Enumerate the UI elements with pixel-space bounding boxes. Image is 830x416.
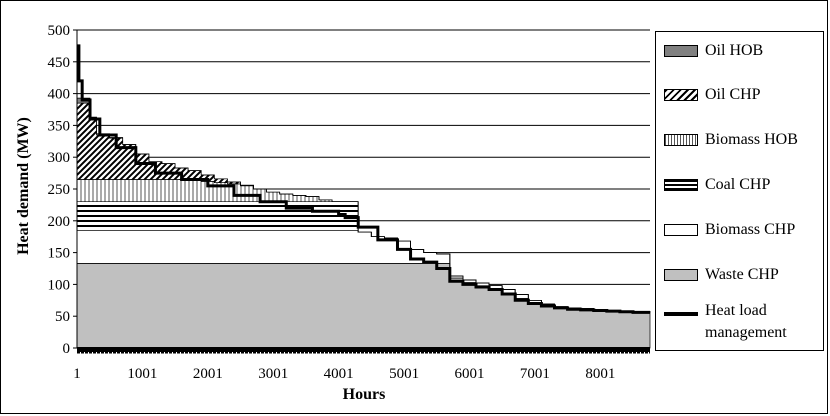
x-tick-label: 5001: [389, 366, 419, 382]
legend-swatch: [664, 134, 698, 146]
y-tick-labels: 0 50 100 150 200 250 300 350 400 450 500: [48, 23, 71, 357]
legend-item: Oil CHP: [656, 80, 825, 112]
legend: Oil HOB Oil CHP Biomass HOB Coal CHP Biomass…: [655, 31, 824, 351]
legend-label: Coal CHP: [705, 176, 771, 193]
x-tick-label: 7001: [520, 366, 550, 382]
x-tick-label: 4001: [324, 366, 354, 382]
legend-swatch: [664, 89, 698, 101]
heat-load-management-line: [77, 44, 650, 314]
legend-line-swatch: [664, 312, 698, 316]
x-tick-label: 3001: [258, 366, 288, 382]
legend-item: Waste CHP: [656, 260, 825, 292]
y-tick-label: 200: [48, 214, 71, 230]
legend-item: Biomass HOB: [656, 125, 825, 157]
legend-item: Biomass CHP: [656, 215, 825, 247]
legend-swatch: [664, 269, 698, 281]
axes: [73, 29, 650, 354]
legend-item: Heat load management: [656, 302, 825, 341]
y-tick-label: 150: [48, 246, 71, 262]
legend-label: Biomass HOB: [705, 131, 798, 148]
y-tick-label: 50: [55, 309, 70, 325]
legend-item: Oil HOB: [656, 36, 825, 68]
x-tick-label: 6001: [455, 366, 485, 382]
y-tick-label: 0: [63, 341, 71, 357]
stacked-areas: [76, 97, 651, 349]
legend-item: Coal CHP: [656, 170, 825, 202]
legend-swatch: [664, 179, 698, 191]
legend-swatch: [664, 45, 698, 57]
x-tick-labels: 1 1001 2001 3001 4001 5001 6001 7001 8001: [73, 366, 615, 382]
y-tick-label: 250: [48, 182, 71, 198]
x-tick-label: 1001: [127, 366, 157, 382]
heat-load-line: [77, 44, 650, 314]
x-axis-bar: [77, 347, 650, 352]
x-tick-label: 1: [73, 366, 81, 382]
legend-label: Heat load management: [705, 302, 787, 341]
y-tick-label: 100: [48, 277, 71, 293]
y-tick-label: 500: [48, 23, 71, 39]
legend-label: Biomass CHP: [705, 221, 796, 238]
y-tick-label: 450: [48, 55, 71, 71]
x-axis-title-text: Hours: [342, 386, 386, 403]
area-waste-chp: [76, 263, 651, 349]
y-tick-label: 400: [48, 87, 71, 103]
y-tick-label: 300: [48, 150, 71, 166]
legend-label: Oil CHP: [705, 86, 761, 103]
y-axis-title: Heat demand (MW): [15, 117, 32, 255]
legend-label: Oil HOB: [705, 42, 764, 59]
x-tick-label: 2001: [193, 366, 223, 382]
x-tick-label: 8001: [585, 366, 615, 382]
y-tick-label: 350: [48, 118, 71, 134]
legend-swatch: [664, 224, 698, 236]
legend-label: Waste CHP: [705, 266, 779, 283]
